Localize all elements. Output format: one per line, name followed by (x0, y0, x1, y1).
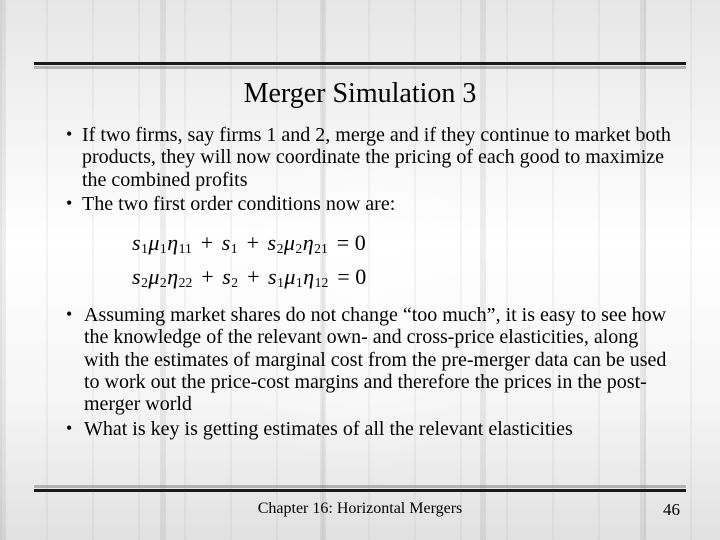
eq-rhs: = 0 (334, 264, 369, 289)
bullet-item: If two firms, say firms 1 and 2, merge a… (66, 124, 672, 191)
equation-1: s1μ1η11 + s1 + s2μ2η21 = 0 (132, 226, 676, 260)
bullet-item: The two first order conditions now are: (66, 193, 672, 215)
eq-sub: 2 (295, 241, 303, 256)
eq-var: s (222, 230, 231, 255)
eq-var: s (222, 264, 231, 289)
eq-sub: 12 (314, 275, 329, 290)
slide: Merger Simulation 3 If two firms, say fi… (0, 0, 720, 540)
eq-var: η (167, 230, 178, 255)
eq-var: η (303, 230, 314, 255)
eq-sub: 21 (314, 241, 329, 256)
eq-var: μ (284, 264, 295, 289)
eq-var: μ (284, 230, 295, 255)
eq-var: η (303, 264, 314, 289)
eq-var: s (132, 230, 141, 255)
eq-sub: 22 (178, 275, 193, 290)
bullet-item: Assuming market shares do not change “to… (66, 304, 670, 416)
eq-var: s (268, 230, 277, 255)
eq-var: η (167, 264, 178, 289)
bullets-bottom: Assuming market shares do not change “to… (44, 304, 676, 440)
eq-sub: 11 (178, 241, 192, 256)
eq-op: + (244, 264, 262, 289)
eq-var: μ (148, 264, 159, 289)
bullet-item: What is key is getting estimates of all … (66, 418, 670, 440)
eq-rhs: = 0 (334, 230, 369, 255)
slide-title: Merger Simulation 3 (44, 0, 676, 110)
bullets-top: If two firms, say firms 1 and 2, merge a… (44, 124, 676, 216)
content-region: Merger Simulation 3 If two firms, say fi… (0, 0, 720, 540)
eq-op: + (244, 230, 262, 255)
eq-var: s (268, 264, 277, 289)
eq-op: + (198, 230, 216, 255)
eq-var: μ (148, 230, 159, 255)
equation-2: s2μ2η22 + s2 + s1μ1η12 = 0 (132, 260, 676, 294)
equation-block: s1μ1η11 + s1 + s2μ2η21 = 0 s2μ2η22 + s2 … (132, 226, 676, 294)
eq-sub: 2 (276, 241, 284, 256)
eq-var: s (132, 264, 141, 289)
eq-sub: 2 (231, 275, 239, 290)
eq-op: + (198, 264, 216, 289)
eq-sub: 1 (230, 241, 238, 256)
